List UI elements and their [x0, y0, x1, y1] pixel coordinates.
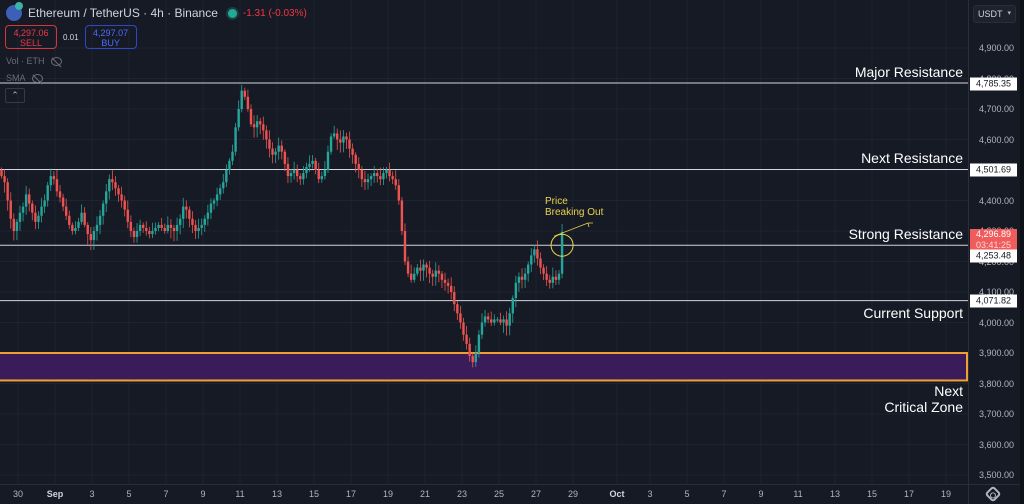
level-label-current-support: 4,071.82 [970, 294, 1017, 308]
eye-off-icon[interactable] [31, 73, 43, 83]
buy-price: 4,297.07 [93, 28, 129, 38]
time-tick: 13 [829, 489, 841, 499]
ethereum-icon [6, 2, 23, 21]
window-edge [1020, 0, 1024, 504]
spread-value: 0.01 [63, 32, 79, 42]
time-tick: Oct [609, 489, 625, 499]
axis-corner [968, 484, 1020, 504]
time-tick: 11 [793, 489, 803, 499]
price-tick: 4,400.00 [978, 195, 1014, 206]
time-tick: 13 [271, 489, 283, 499]
time-tick: 23 [456, 489, 468, 499]
symbol-title[interactable]: Ethereum / TetherUS · 4h · Binance [28, 6, 218, 20]
time-tick: 15 [308, 489, 320, 499]
price-tick: 3,700.00 [978, 409, 1014, 419]
time-tick: 15 [866, 489, 878, 499]
price-tick: 3,800.00 [978, 378, 1014, 389]
level-label-next-resistance: 4,501.69 [970, 163, 1017, 177]
indicator-volume-label: Vol · ETH [6, 56, 45, 66]
time-tick: 5 [684, 489, 690, 499]
symbol-legend: Ethereum / TetherUS · 4h · Binance -1.31… [6, 2, 307, 21]
indicator-sma-label: SMA [6, 73, 26, 83]
price-tick: 3,500.00 [978, 470, 1014, 480]
current-price-label: 4,296.89 03:41:25 [970, 229, 1017, 251]
annotation-strong-resistance: Strong Resistance [848, 226, 963, 242]
time-tick: Sep [46, 489, 64, 499]
time-tick: 11 [235, 489, 245, 499]
eye-off-icon[interactable] [50, 56, 62, 66]
trade-buttons: 4,297.06 SELL 0.01 4,297.07 BUY [5, 25, 137, 49]
time-tick: 7 [721, 489, 727, 499]
price-tick: 4,700.00 [978, 104, 1014, 114]
indicator-volume[interactable]: Vol · ETH [6, 56, 62, 66]
time-tick: 9 [200, 489, 206, 499]
breakout-circle [550, 233, 574, 257]
annotation-major-resistance: Major Resistance [854, 64, 963, 80]
time-tick: 17 [345, 489, 357, 499]
buy-label: BUY [101, 38, 120, 48]
time-tick: 3 [89, 489, 95, 499]
annotation-line: Price [545, 196, 568, 207]
price-change: -1.31 (-0.03%) [242, 7, 307, 19]
price-tick: 4,000.00 [978, 317, 1014, 328]
price-tick: 3,900.00 [978, 348, 1014, 358]
time-tick: 29 [567, 489, 579, 499]
critical-zone-box[interactable] [0, 352, 968, 382]
chevron-up-icon: ⌃ [11, 90, 19, 100]
time-tick: 17 [903, 489, 915, 499]
sell-label: SELL [19, 38, 43, 48]
sell-price: 4,297.06 [13, 28, 49, 38]
candlestick-chart[interactable] [0, 0, 968, 484]
time-tick: 19 [940, 489, 952, 499]
bar-countdown: 03:41:25 [975, 240, 1012, 250]
annotation-line: Breaking Out [545, 207, 604, 218]
price-tick: 4,900.00 [978, 43, 1014, 53]
annotation-price-breaking-out: Price Breaking Out [545, 196, 603, 218]
time-tick: 27 [530, 489, 542, 499]
currency-label: USDT [978, 9, 1003, 19]
buy-button[interactable]: 4,297.07 BUY [84, 25, 137, 49]
level-label-strong-resistance: 4,253.48 [970, 249, 1017, 263]
price-tick: 3,600.00 [978, 439, 1014, 450]
annotation-next-resistance: Next Resistance [861, 150, 963, 166]
annotation-line: Critical Zone [884, 399, 963, 415]
gear-icon[interactable] [984, 485, 1002, 503]
current-price: 4,296.89 [975, 229, 1012, 239]
annotation-line: Next [934, 383, 963, 399]
currency-selector[interactable]: USDT ▾ [973, 5, 1016, 23]
time-tick: 30 [12, 489, 24, 499]
annotation-current-support: Current Support [863, 305, 963, 321]
market-open-icon [227, 8, 237, 18]
price-axis[interactable]: USDT ▾ 4,900.004,800.004,700.004,600.004… [968, 0, 1020, 484]
time-tick: 7 [163, 489, 169, 499]
price-tick: 4,100.00 [978, 287, 1014, 297]
sell-button[interactable]: 4,297.06 SELL [5, 25, 57, 49]
time-tick: 19 [382, 489, 394, 499]
time-tick: 25 [493, 489, 505, 499]
chevron-down-icon: ▾ [1007, 10, 1011, 17]
time-tick: 3 [647, 489, 653, 499]
time-axis[interactable]: 30 Sep 3 5 7 9 11 13 15 17 19 21 23 25 27 29 Oct 3 5 7 9 11 13… [0, 484, 968, 504]
time-tick: 9 [758, 489, 764, 499]
chart-plot-area[interactable]: Ethereum / TetherUS · 4h · Binance -1.31… [0, 0, 968, 484]
time-tick: 21 [419, 489, 431, 499]
annotation-next-critical-zone: Next Critical Zone [884, 383, 963, 415]
level-label-major-resistance: 4,785.35 [970, 77, 1017, 91]
price-tick: 4,600.00 [978, 134, 1014, 145]
time-tick: 5 [126, 489, 132, 499]
indicator-sma[interactable]: SMA [6, 73, 43, 83]
collapse-legend-button[interactable]: ⌃ [5, 88, 25, 103]
